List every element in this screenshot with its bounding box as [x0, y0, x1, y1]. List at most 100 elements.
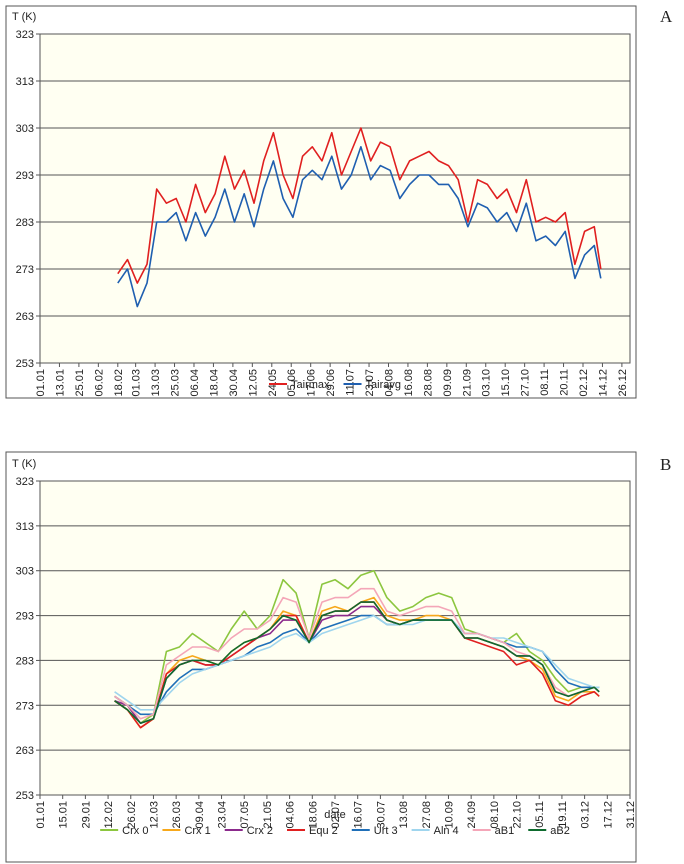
legend-label: Tairmax: [291, 379, 330, 391]
legend-label: Crx 1: [184, 825, 210, 837]
y-tick-label: 253: [16, 790, 34, 802]
x-tick-label: 10.09: [443, 801, 455, 829]
x-tick-label: 06.02: [93, 369, 105, 397]
x-tick-label: 20.11: [559, 369, 571, 396]
x-tick-label: 03.10: [481, 369, 493, 397]
x-tick-label: 27.08: [421, 801, 433, 829]
y-tick-label: 283: [16, 217, 34, 229]
x-tick-label: 29.06: [325, 369, 337, 397]
y-axis-label: T (K): [12, 11, 36, 23]
y-tick-label: 253: [16, 358, 34, 370]
x-tick-label: 29.01: [80, 801, 92, 829]
x-tick-label: 24.05: [267, 369, 279, 397]
x-tick-label: 13.01: [54, 369, 66, 397]
series-line: [114, 614, 600, 711]
x-tick-label: 23.07: [364, 369, 376, 397]
x-tick-label: 11.07: [345, 369, 357, 396]
x-tick-label: 08.11: [539, 369, 551, 396]
x-tick-label: 02.12: [578, 369, 590, 397]
y-tick-label: 313: [16, 521, 34, 533]
x-tick-label: 09.04: [194, 801, 206, 829]
x-tick-label: 26.03: [171, 801, 183, 829]
y-tick-label: 323: [16, 29, 34, 41]
x-tick-label: 22.10: [512, 801, 524, 829]
x-tick-label: 28.08: [422, 369, 434, 397]
x-tick-label: 16.07: [353, 801, 365, 829]
x-tick-label: 17.06: [306, 369, 318, 397]
x-tick-label: 18.04: [208, 369, 220, 397]
x-tick-label: 14.12: [597, 369, 609, 397]
x-tick-label: 13.03: [150, 369, 162, 397]
y-tick-label: 293: [16, 611, 34, 623]
x-tick-label: 13.08: [398, 801, 410, 829]
x-tick-label: 06.04: [189, 369, 201, 397]
y-tick-label: 273: [16, 700, 34, 712]
legend-label: Equ 2: [309, 825, 338, 837]
y-tick-label: 293: [16, 170, 34, 182]
x-tick-label: 01.03: [131, 369, 143, 397]
y-tick-label: 323: [16, 476, 34, 488]
legend: Crx 0 Crx 1 Crx 2 Equ 2 Urt 3 Aln 4 aB1 aB2: [100, 825, 570, 837]
y-tick-label: 263: [16, 311, 34, 323]
x-tick-label: 27.10: [520, 369, 532, 397]
x-tick-label: 05.06: [286, 369, 298, 397]
x-tick-label: 12.03: [148, 801, 160, 829]
x-tick-label: 25.01: [74, 369, 86, 397]
x-tick-label: 17.12: [602, 801, 614, 829]
legend-label: Aln 4: [434, 825, 459, 837]
y-tick-label: 273: [16, 264, 34, 276]
series-line: [117, 146, 602, 308]
x-tick-label: 26.02: [126, 801, 138, 829]
x-tick-label: 18.06: [307, 801, 319, 829]
x-tick-label: 07.05: [239, 801, 251, 829]
x-tick-label: 16.08: [403, 369, 415, 397]
x-axis-label: date: [324, 809, 345, 821]
x-tick-label: 01.01: [35, 369, 47, 397]
x-tick-label: 12.02: [103, 801, 115, 829]
x-tick-label: 26.12: [617, 369, 629, 397]
legend-label: aB1: [495, 825, 515, 837]
x-tick-label: 04.08: [383, 369, 395, 397]
x-tick-label: 15.10: [500, 369, 512, 397]
legend-label: Urt 3: [374, 825, 398, 837]
panel-label: A: [660, 7, 673, 26]
y-tick-label: 263: [16, 745, 34, 757]
legend-label: aB2: [550, 825, 570, 837]
x-tick-label: 23.04: [217, 801, 229, 829]
series-line: [114, 601, 600, 724]
x-tick-label: 21.09: [461, 369, 473, 397]
x-tick-label: 03.12: [580, 801, 592, 829]
x-tick-label: 01.01: [35, 801, 47, 829]
x-tick-label: 19.11: [557, 801, 569, 828]
x-tick-label: 12.05: [247, 369, 259, 397]
x-tick-label: 24.09: [466, 801, 478, 829]
x-tick-label: 18.02: [113, 369, 125, 397]
x-tick-label: 04.06: [285, 801, 297, 829]
x-tick-label: 15.01: [58, 801, 70, 829]
x-tick-label: 02.07: [330, 801, 342, 829]
plot-area: [39, 33, 631, 364]
x-tick-label: 30.04: [228, 369, 240, 397]
panel-label: B: [660, 455, 671, 474]
x-tick-label: 30.07: [375, 801, 387, 829]
series-line: [117, 127, 602, 284]
x-tick-label: 31.12: [625, 801, 637, 829]
x-tick-label: 21.05: [262, 801, 274, 829]
y-tick-label: 303: [16, 566, 34, 578]
legend-label: Crx 2: [247, 825, 273, 837]
y-tick-label: 283: [16, 655, 34, 667]
y-axis-label: T (K): [12, 458, 36, 470]
series-line: [114, 587, 600, 720]
x-tick-label: 25.03: [170, 369, 182, 397]
x-tick-label: 05.11: [534, 801, 546, 828]
plot-area: [39, 480, 631, 796]
y-tick-label: 313: [16, 76, 34, 88]
series-line: [114, 614, 600, 716]
x-tick-label: 09.09: [442, 369, 454, 397]
legend: Tairmax Tairavg: [269, 379, 401, 391]
legend-label: Tairavg: [366, 379, 401, 391]
y-tick-label: 303: [16, 123, 34, 135]
legend-label: Crx 0: [122, 825, 148, 837]
x-tick-label: 08.10: [489, 801, 501, 829]
